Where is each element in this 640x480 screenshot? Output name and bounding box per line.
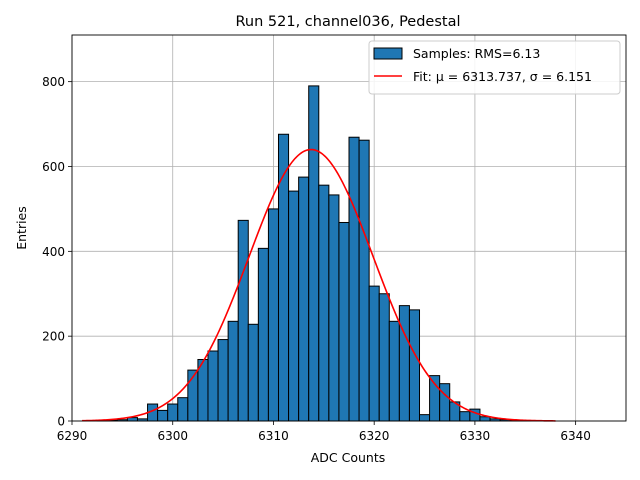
- histogram-bar: [419, 414, 431, 422]
- x-tick-label: 6310: [258, 429, 289, 443]
- x-tick-label: 6290: [57, 429, 88, 443]
- y-tick-label: 600: [42, 160, 65, 174]
- histogram-bar: [328, 194, 340, 422]
- legend-label-samples: Samples: RMS=6.13: [413, 46, 540, 61]
- legend-label-fit: Fit: μ = 6313.737, σ = 6.151: [413, 69, 592, 84]
- plot-frame: [71, 34, 627, 422]
- legend: Samples: RMS=6.13 Fit: μ = 6313.737, σ =…: [368, 40, 621, 95]
- chart-title: Run 521, channel036, Pedestal: [235, 14, 460, 30]
- legend-box: [368, 40, 621, 95]
- x-tick-label: 6320: [359, 429, 390, 443]
- y-tick-label: 200: [42, 330, 65, 344]
- y-tick-label: 0: [57, 415, 65, 429]
- x-tick-label: 6330: [460, 429, 491, 443]
- histogram-bar: [378, 293, 390, 422]
- histogram-bar: [479, 416, 491, 422]
- histogram-bar: [217, 339, 229, 422]
- histogram-bar: [227, 320, 239, 422]
- y-axis-label: Entries: [14, 206, 29, 250]
- histogram-bar: [277, 133, 290, 422]
- y-axis-ticks: 0 200 400 600 800: [42, 75, 72, 429]
- histogram-bar: [459, 411, 471, 422]
- histogram-bar: [408, 309, 421, 422]
- histogram-bar: [368, 285, 380, 422]
- histogram-bar: [398, 305, 410, 422]
- histogram-bar: [318, 184, 330, 422]
- histogram-bar: [267, 208, 279, 422]
- histogram-bar: [348, 136, 360, 422]
- histogram-bar: [207, 350, 219, 422]
- histogram-bar: [429, 375, 441, 422]
- legend-swatch-samples: [373, 47, 403, 60]
- fit-curve: [82, 148, 556, 422]
- histogram-bar: [257, 247, 269, 422]
- histogram-bar: [338, 221, 350, 422]
- histogram-bar: [288, 190, 300, 422]
- x-axis-ticks: 6290 6300 6310 6320 6330 6340: [57, 421, 591, 443]
- histogram-bar: [308, 85, 320, 422]
- histogram-bar: [439, 383, 451, 422]
- histogram-bar: [157, 409, 169, 422]
- y-tick-label: 800: [42, 75, 65, 89]
- histogram-bar: [388, 320, 400, 422]
- histogram-bar: [247, 323, 259, 422]
- x-tick-label: 6340: [560, 429, 591, 443]
- x-tick-label: 6300: [157, 429, 188, 443]
- y-tick-label: 400: [42, 245, 65, 259]
- x-axis-label: ADC Counts: [311, 450, 386, 465]
- histogram-bar: [237, 219, 249, 422]
- fit-curve-group: [82, 148, 556, 422]
- histogram-bar: [298, 176, 310, 422]
- histogram-bar: [177, 397, 189, 422]
- histogram-bar: [358, 139, 370, 422]
- histogram-bar: [167, 403, 179, 422]
